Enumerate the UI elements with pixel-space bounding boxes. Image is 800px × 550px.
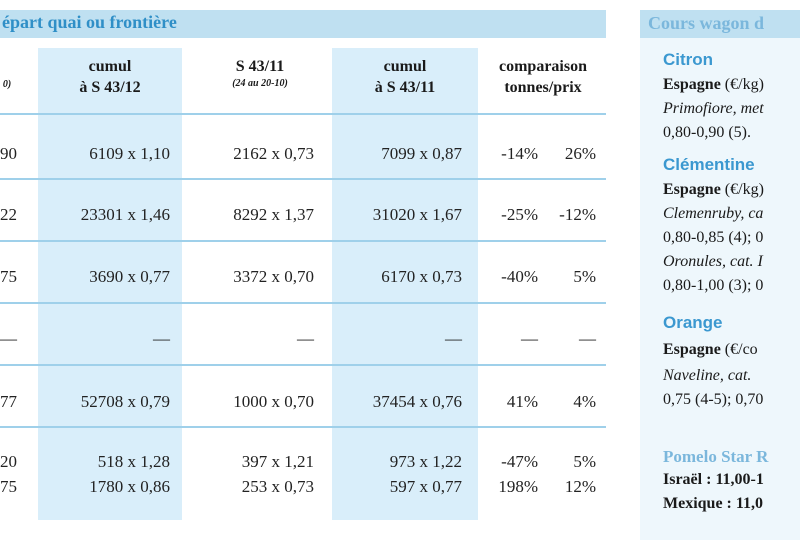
cell-prix: 5%	[573, 452, 596, 471]
cell-cumul-12: 52708 x 0,79	[80, 392, 170, 411]
header-s43-11: S 43/11 (24 au 20-10)	[232, 58, 288, 89]
cell-prix: 26%	[564, 144, 596, 163]
cell-tonnes: -40%	[501, 267, 538, 286]
header-cumul-s43-11: cumul à S 43/11	[374, 58, 436, 96]
cell-tonnes: -47%	[501, 452, 538, 471]
origin-line: Mexique : 11,0	[663, 495, 763, 512]
cell-col0: —	[0, 329, 17, 348]
cell-s43-11: 1000 x 0,70	[233, 392, 314, 411]
variety-line: Primofiore, met	[663, 100, 764, 117]
cell-cumul-11: 7099 x 0,87	[381, 144, 462, 163]
variety-line: Clemenruby, ca	[663, 205, 764, 222]
cell-cumul-12: 6109 x 1,10	[89, 144, 170, 163]
fruit-heading-clementine: Clémentine	[663, 155, 755, 174]
table-header-band: épart quai ou frontière	[0, 10, 606, 38]
cell-cumul-12: 23301 x 1,46	[80, 205, 170, 224]
cell-cumul-12: 3690 x 0,77	[89, 267, 170, 286]
cell-col0: 77	[0, 392, 17, 411]
cell-prix: 5%	[573, 267, 596, 286]
cours-wagon-panel: Cours wagon d Citron Espagne (€/kg) Prim…	[640, 10, 800, 540]
cell-col0: 22	[0, 205, 17, 224]
price-line: 0,80-1,00 (3); 0	[663, 277, 764, 294]
cell-tonnes: -14%	[501, 144, 538, 163]
panel-header-band: Cours wagon d	[640, 10, 800, 38]
price-table: épart quai ou frontière 0) cumul à S 43/…	[0, 10, 606, 520]
variety-line: Oronules, cat. I	[663, 253, 763, 270]
cell-col0: 20	[0, 452, 17, 471]
cell-cumul-12: 1780 x 0,86	[89, 477, 170, 496]
cell-s43-11: 253 x 0,73	[241, 477, 314, 496]
cell-cumul-12: —	[153, 329, 170, 348]
cell-col0: 75	[0, 267, 17, 286]
cell-prix: 4%	[573, 392, 596, 411]
origin-line: Espagne (€/kg)	[663, 181, 764, 198]
row-separator	[0, 178, 606, 180]
cell-prix: -12%	[559, 205, 596, 224]
header-col0: 0)	[2, 79, 12, 90]
cell-cumul-11: 31020 x 1,67	[372, 205, 462, 224]
row-separator	[0, 113, 606, 115]
origin-line: Israël : 11,00-1	[663, 471, 764, 488]
cell-tonnes: 198%	[498, 477, 538, 496]
row-separator	[0, 364, 606, 366]
cell-tonnes: 41%	[506, 392, 538, 411]
table-title: épart quai ou frontière	[2, 12, 177, 32]
fruit-heading-citron: Citron	[663, 50, 714, 69]
panel-title: Cours wagon d	[648, 13, 765, 33]
cell-s43-11: 397 x 1,21	[241, 452, 314, 471]
cell-cumul-11: 973 x 1,22	[389, 452, 462, 471]
cell-col0: 90	[0, 144, 17, 163]
row-separator	[0, 426, 606, 428]
cell-tonnes: -25%	[501, 205, 538, 224]
cell-tonnes: —	[521, 329, 538, 348]
price-line: 0,80-0,90 (5).	[663, 124, 751, 141]
cell-cumul-12: 518 x 1,28	[97, 452, 170, 471]
row-separator	[0, 302, 606, 304]
price-line: 0,75 (4-5); 0,70	[663, 391, 764, 408]
cell-prix: —	[579, 329, 596, 348]
column-shade-cumul-12	[38, 48, 182, 520]
cell-prix: 12%	[564, 477, 596, 496]
cell-cumul-11: 597 x 0,77	[389, 477, 462, 496]
cell-s43-11: 3372 x 0,70	[233, 267, 314, 286]
variety-line: Naveline, cat.	[663, 367, 752, 384]
fruit-heading-orange: Orange	[663, 313, 723, 332]
origin-line: Espagne (€/co	[663, 341, 758, 358]
origin-line: Espagne (€/kg)	[663, 76, 764, 93]
cell-col0: 75	[0, 477, 17, 496]
fruit-heading-pomelo: Pomelo Star R	[663, 447, 769, 466]
header-comparaison: comparaison tonnes/prix	[499, 58, 587, 96]
cell-s43-11: 2162 x 0,73	[233, 144, 314, 163]
price-line: 0,80-0,85 (4); 0	[663, 229, 764, 246]
header-cumul-s43-12: cumul à S 43/12	[79, 58, 141, 96]
cell-cumul-11: —	[445, 329, 462, 348]
cell-cumul-11: 6170 x 0,73	[381, 267, 462, 286]
cell-cumul-11: 37454 x 0,76	[372, 392, 462, 411]
column-shade-cumul-11	[332, 48, 478, 520]
cell-s43-11: —	[297, 329, 314, 348]
cell-s43-11: 8292 x 1,37	[233, 205, 314, 224]
row-separator	[0, 240, 606, 242]
